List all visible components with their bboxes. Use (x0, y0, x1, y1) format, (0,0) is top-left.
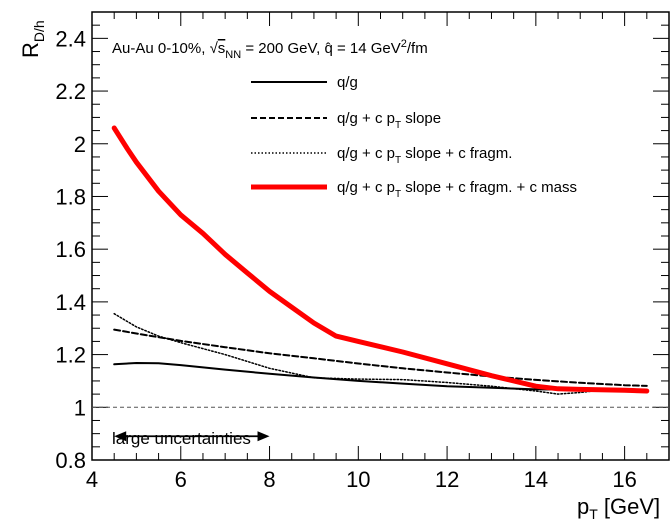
x-axis-label: pT [GeV] (577, 494, 660, 522)
uncertainty-label: large uncertainties (112, 429, 251, 448)
y-tick-label: 1 (74, 395, 86, 420)
y-tick-label: 1.8 (55, 184, 86, 209)
y-tick-label: 1.6 (55, 237, 86, 262)
y-tick-label: 2 (74, 132, 86, 157)
x-tick-label: 8 (263, 467, 275, 492)
y-axis-label: RD/h (18, 20, 47, 58)
y-tick-label: 1.2 (55, 343, 86, 368)
legend: Au-Au 0-10%, √sNN = 200 GeV, q̂ = 14 GeV… (112, 38, 577, 200)
x-tick-label: 10 (346, 467, 370, 492)
legend-label-cpt: q/g + c pT slope (337, 110, 441, 131)
x-tick-label: 6 (175, 467, 187, 492)
x-tick-label: 14 (524, 467, 548, 492)
large-uncertainties-annotation: large uncertainties (112, 429, 270, 448)
uncertainty-arrow-left-head (114, 431, 127, 442)
y-tick-label: 2.4 (55, 26, 86, 51)
series-line-1 (113, 362, 648, 391)
y-tick-label: 1.4 (55, 290, 86, 315)
series-line-4 (111, 125, 650, 394)
legend-header: Au-Au 0-10%, √sNN = 200 GeV, q̂ = 14 GeV… (112, 38, 428, 61)
y-tick-label: 2.2 (55, 79, 86, 104)
x-tick-label: 16 (612, 467, 636, 492)
series-line-3 (113, 312, 648, 395)
uncertainty-arrow-right-head (257, 431, 270, 442)
legend-label-qg: q/g (337, 74, 358, 91)
legend-label-cfrag: q/g + c pT slope + c fragm. (337, 145, 512, 166)
series-layer (111, 125, 650, 395)
axis-tick-labels: 4 6 8 10 12 14 16 0.8 1 1.2 1.4 1.6 1.8 2 2.2 2.4 (55, 26, 636, 492)
series-line-2 (113, 328, 648, 387)
legend-label-cmass: q/g + c pT slope + c fragm. + c mass (337, 179, 577, 200)
x-tick-label: 4 (86, 467, 98, 492)
x-tick-label: 12 (435, 467, 459, 492)
axis-ticks (91, 11, 670, 461)
y-tick-label: 0.8 (55, 448, 86, 473)
